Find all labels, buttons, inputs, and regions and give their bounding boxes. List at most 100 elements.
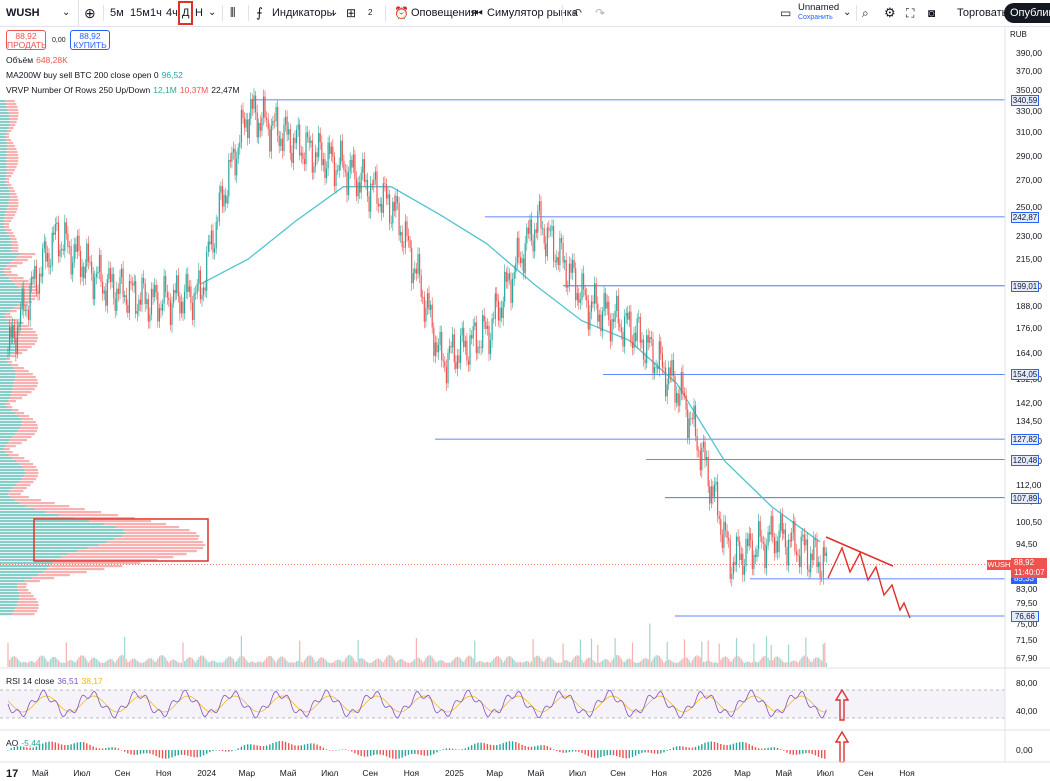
ao-bar xyxy=(322,747,325,750)
profile-row-up xyxy=(0,469,25,472)
profile-row-down xyxy=(16,340,38,343)
profile-row-down xyxy=(24,475,38,478)
time-axis-tick: Мар xyxy=(486,768,503,778)
volume-bar xyxy=(199,655,201,667)
volume-bar xyxy=(204,657,206,667)
price-axis-tick: 230,00 xyxy=(1016,230,1042,241)
annotations[interactable] xyxy=(33,518,911,763)
candle-body xyxy=(158,308,160,322)
candle-body xyxy=(694,405,697,436)
camera-icon[interactable]: ◙ xyxy=(928,6,936,20)
ao-legend[interactable]: AO -5,44 xyxy=(6,738,41,748)
candle-body xyxy=(45,241,47,262)
candle-body xyxy=(704,441,706,461)
replay-icon[interactable]: ⏮ xyxy=(472,6,483,20)
volume-bar xyxy=(720,659,722,667)
candles-icon[interactable]: ⫴ xyxy=(230,5,236,20)
symbol-search[interactable]: WUSH ⌄ xyxy=(0,0,79,26)
candle-body xyxy=(649,337,651,343)
replay-button[interactable]: Симулятор рынка xyxy=(487,7,578,19)
candle-body xyxy=(92,273,94,300)
ao-bar xyxy=(814,750,817,756)
ao-bar xyxy=(7,750,9,751)
undo-icon[interactable]: ↶ xyxy=(572,6,583,20)
profile-row-up xyxy=(0,418,21,421)
trade-button[interactable]: Торговать xyxy=(957,7,1008,19)
volume-bar xyxy=(384,659,386,667)
ma-legend-value: 96,52 xyxy=(161,70,183,80)
interval-menu-icon[interactable]: ⌄ xyxy=(208,7,217,18)
candle-body xyxy=(526,227,528,244)
alert-clock-icon[interactable]: ⏰ xyxy=(394,6,409,20)
layout-name-block[interactable]: Unnamed Сохранить xyxy=(798,3,839,23)
ma-legend[interactable]: MA200W buy sell BTC 200 close open 0 96,5… xyxy=(6,70,183,80)
profile-row-down xyxy=(14,379,38,382)
candle-body xyxy=(516,237,518,263)
candle-body xyxy=(329,142,331,154)
indicators-menu-icon[interactable]: ⌄ xyxy=(330,7,339,18)
ao-bar xyxy=(114,747,116,750)
indicators-button[interactable]: Индикаторы xyxy=(272,7,335,19)
candle-body xyxy=(324,159,326,179)
interval-15m[interactable]: 15м xyxy=(130,7,150,19)
price-axis-tick: 134,50 xyxy=(1016,416,1042,427)
time-axis-tick: Ноя xyxy=(155,768,172,778)
volume-bar xyxy=(73,662,75,667)
volume-bar xyxy=(83,655,85,667)
add-symbol-icon[interactable]: ⊕ xyxy=(84,5,96,21)
sell-button[interactable]: 88,92 ПРОДАТЬ xyxy=(6,30,47,50)
profile-row-up xyxy=(0,475,25,478)
settings-gear-icon[interactable]: ⚙ xyxy=(884,5,896,20)
candle-body xyxy=(258,122,260,138)
buy-button[interactable]: 88,92 КУПИТЬ xyxy=(70,30,110,50)
alerts-button[interactable]: Оповещения xyxy=(411,7,477,19)
profile-row-up xyxy=(0,229,6,232)
candle-body xyxy=(710,486,712,504)
profile-row-down xyxy=(103,523,166,526)
publish-button[interactable]: Опублико xyxy=(1004,3,1050,23)
time-axis-tick: Ноя xyxy=(899,768,915,778)
volume-bar xyxy=(417,657,419,667)
interval-1h[interactable]: 1ч xyxy=(150,7,162,19)
ao-bar xyxy=(392,750,394,759)
candle-body xyxy=(735,536,738,565)
horizontal-levels[interactable] xyxy=(0,99,1005,617)
volume-bar xyxy=(715,662,717,667)
profile-row-up xyxy=(0,289,21,292)
interval-4h[interactable]: 4ч xyxy=(166,7,178,19)
rsi-legend[interactable]: RSI 14 close 36,51 38,17 xyxy=(6,676,103,686)
quick-search-icon[interactable]: ⌕ xyxy=(862,6,869,20)
profile-row-down xyxy=(15,337,38,340)
interval-5m[interactable]: 5м xyxy=(110,7,124,19)
ao-bar xyxy=(10,748,12,750)
symbol-menu-icon[interactable]: ⌄ xyxy=(62,7,71,18)
redo-icon[interactable]: ↷ xyxy=(595,6,606,20)
vrvp-legend[interactable]: VRVP Number Of Rows 250 Up/Down 12,1M 10,3… xyxy=(6,85,240,95)
interval-day[interactable]: Д xyxy=(178,1,194,25)
volume-bar xyxy=(625,659,627,667)
volume-bar xyxy=(387,655,389,667)
fullscreen-icon[interactable]: ⛶ xyxy=(906,6,915,20)
candle-body xyxy=(568,263,570,286)
layout-icon[interactable]: ▭ xyxy=(780,6,792,20)
candle-body xyxy=(29,285,31,321)
candle-body xyxy=(201,295,203,300)
interval-week[interactable]: Н xyxy=(195,7,203,19)
volume-bar xyxy=(407,662,410,667)
candle-body xyxy=(630,311,632,342)
candle-body xyxy=(455,362,457,369)
layouts-icon[interactable]: ⊞ xyxy=(346,6,357,20)
volume-bar xyxy=(523,662,525,667)
volume-bar xyxy=(542,661,544,667)
candle-body xyxy=(72,262,74,275)
indicators-icon[interactable]: ⨍ xyxy=(256,5,263,20)
ao-bar xyxy=(48,741,50,750)
layout-menu-icon[interactable]: ⌄ xyxy=(843,7,852,18)
volume-bar xyxy=(51,657,53,667)
candle-body xyxy=(270,125,272,152)
ao-bar xyxy=(691,747,694,750)
volume-legend[interactable]: Объём 648,28K xyxy=(6,55,68,65)
profile-row-up xyxy=(0,388,13,391)
candle-body xyxy=(403,247,405,248)
